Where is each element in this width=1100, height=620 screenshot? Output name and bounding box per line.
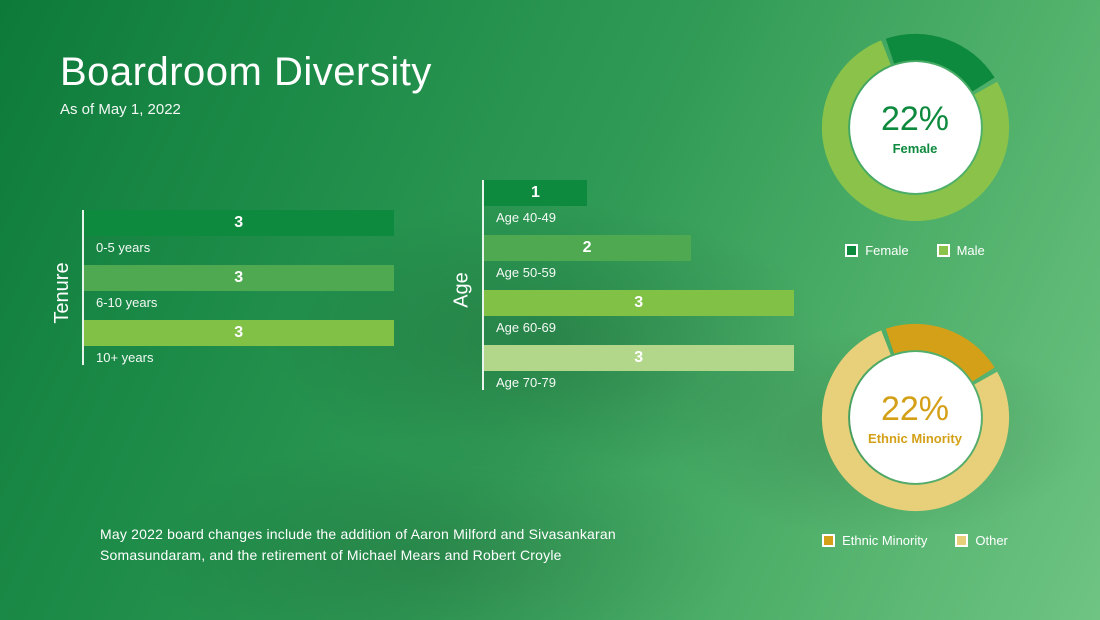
bar: 3: [484, 345, 794, 371]
age-chart: Age 1Age 40-492Age 50-593Age 60-693Age 7…: [460, 180, 794, 400]
legend-item: Male: [937, 243, 985, 258]
gender-donut-center: 22% Female: [818, 30, 1013, 225]
bar-row: 3 Age 60-69: [484, 290, 794, 335]
age-axis-line: [482, 180, 484, 390]
legend-swatch: [955, 534, 968, 547]
bar: 3: [484, 290, 794, 316]
bar-label: Age 70-79: [496, 375, 794, 390]
legend-label: Ethnic Minority: [842, 533, 927, 548]
bar: 3: [84, 210, 394, 236]
ethnicity-donut-label: Ethnic Minority: [868, 431, 962, 446]
gender-legend: Female Male: [790, 243, 1040, 258]
bar-label: Age 50-59: [496, 265, 794, 280]
gender-donut-block: 22% Female Female Male: [790, 30, 1040, 258]
gender-donut-value: 22%: [881, 100, 949, 139]
gender-donut-label: Female: [893, 141, 938, 156]
bar-label: Age 60-69: [496, 320, 794, 335]
bar: 1: [484, 180, 587, 206]
bar-row: 1 Age 40-49: [484, 180, 794, 225]
tenure-axis-line: [82, 210, 84, 365]
bar: 2: [484, 235, 691, 261]
legend-swatch: [822, 534, 835, 547]
ethnicity-legend: Ethnic Minority Other: [790, 533, 1040, 548]
gender-donut: 22% Female: [818, 30, 1013, 225]
tenure-chart: Tenure 30-5 years36-10 years310+ years: [60, 210, 394, 375]
footnote-text: May 2022 board changes include the addit…: [100, 524, 700, 565]
legend-swatch: [937, 244, 950, 257]
page-title: Boardroom Diversity: [60, 50, 432, 95]
bar: 3: [84, 265, 394, 291]
tenure-axis-label: Tenure: [51, 262, 74, 323]
legend-label: Male: [957, 243, 985, 258]
bar: 3: [84, 320, 394, 346]
legend-item: Other: [955, 533, 1008, 548]
ethnicity-donut-center: 22% Ethnic Minority: [818, 320, 1013, 515]
legend-label: Other: [975, 533, 1008, 548]
header: Boardroom Diversity As of May 1, 2022: [60, 50, 432, 118]
bar-row: 3 Age 70-79: [484, 345, 794, 390]
bar-label: Age 40-49: [496, 210, 794, 225]
ethnicity-donut-value: 22%: [881, 390, 949, 429]
bar-row: 3 6-10 years: [84, 265, 394, 310]
age-axis-label: Age: [450, 272, 473, 308]
page-subtitle: As of May 1, 2022: [60, 101, 432, 118]
bar-label: 10+ years: [96, 350, 394, 365]
bar-row: 3 0-5 years: [84, 210, 394, 255]
bar-row: 2 Age 50-59: [484, 235, 794, 280]
legend-item: Female: [845, 243, 908, 258]
bar-row: 3 10+ years: [84, 320, 394, 365]
bar-label: 6-10 years: [96, 295, 394, 310]
ethnicity-donut-block: 22% Ethnic Minority Ethnic Minority Other: [790, 320, 1040, 548]
ethnicity-donut: 22% Ethnic Minority: [818, 320, 1013, 515]
legend-label: Female: [865, 243, 908, 258]
legend-item: Ethnic Minority: [822, 533, 927, 548]
legend-swatch: [845, 244, 858, 257]
bar-label: 0-5 years: [96, 240, 394, 255]
